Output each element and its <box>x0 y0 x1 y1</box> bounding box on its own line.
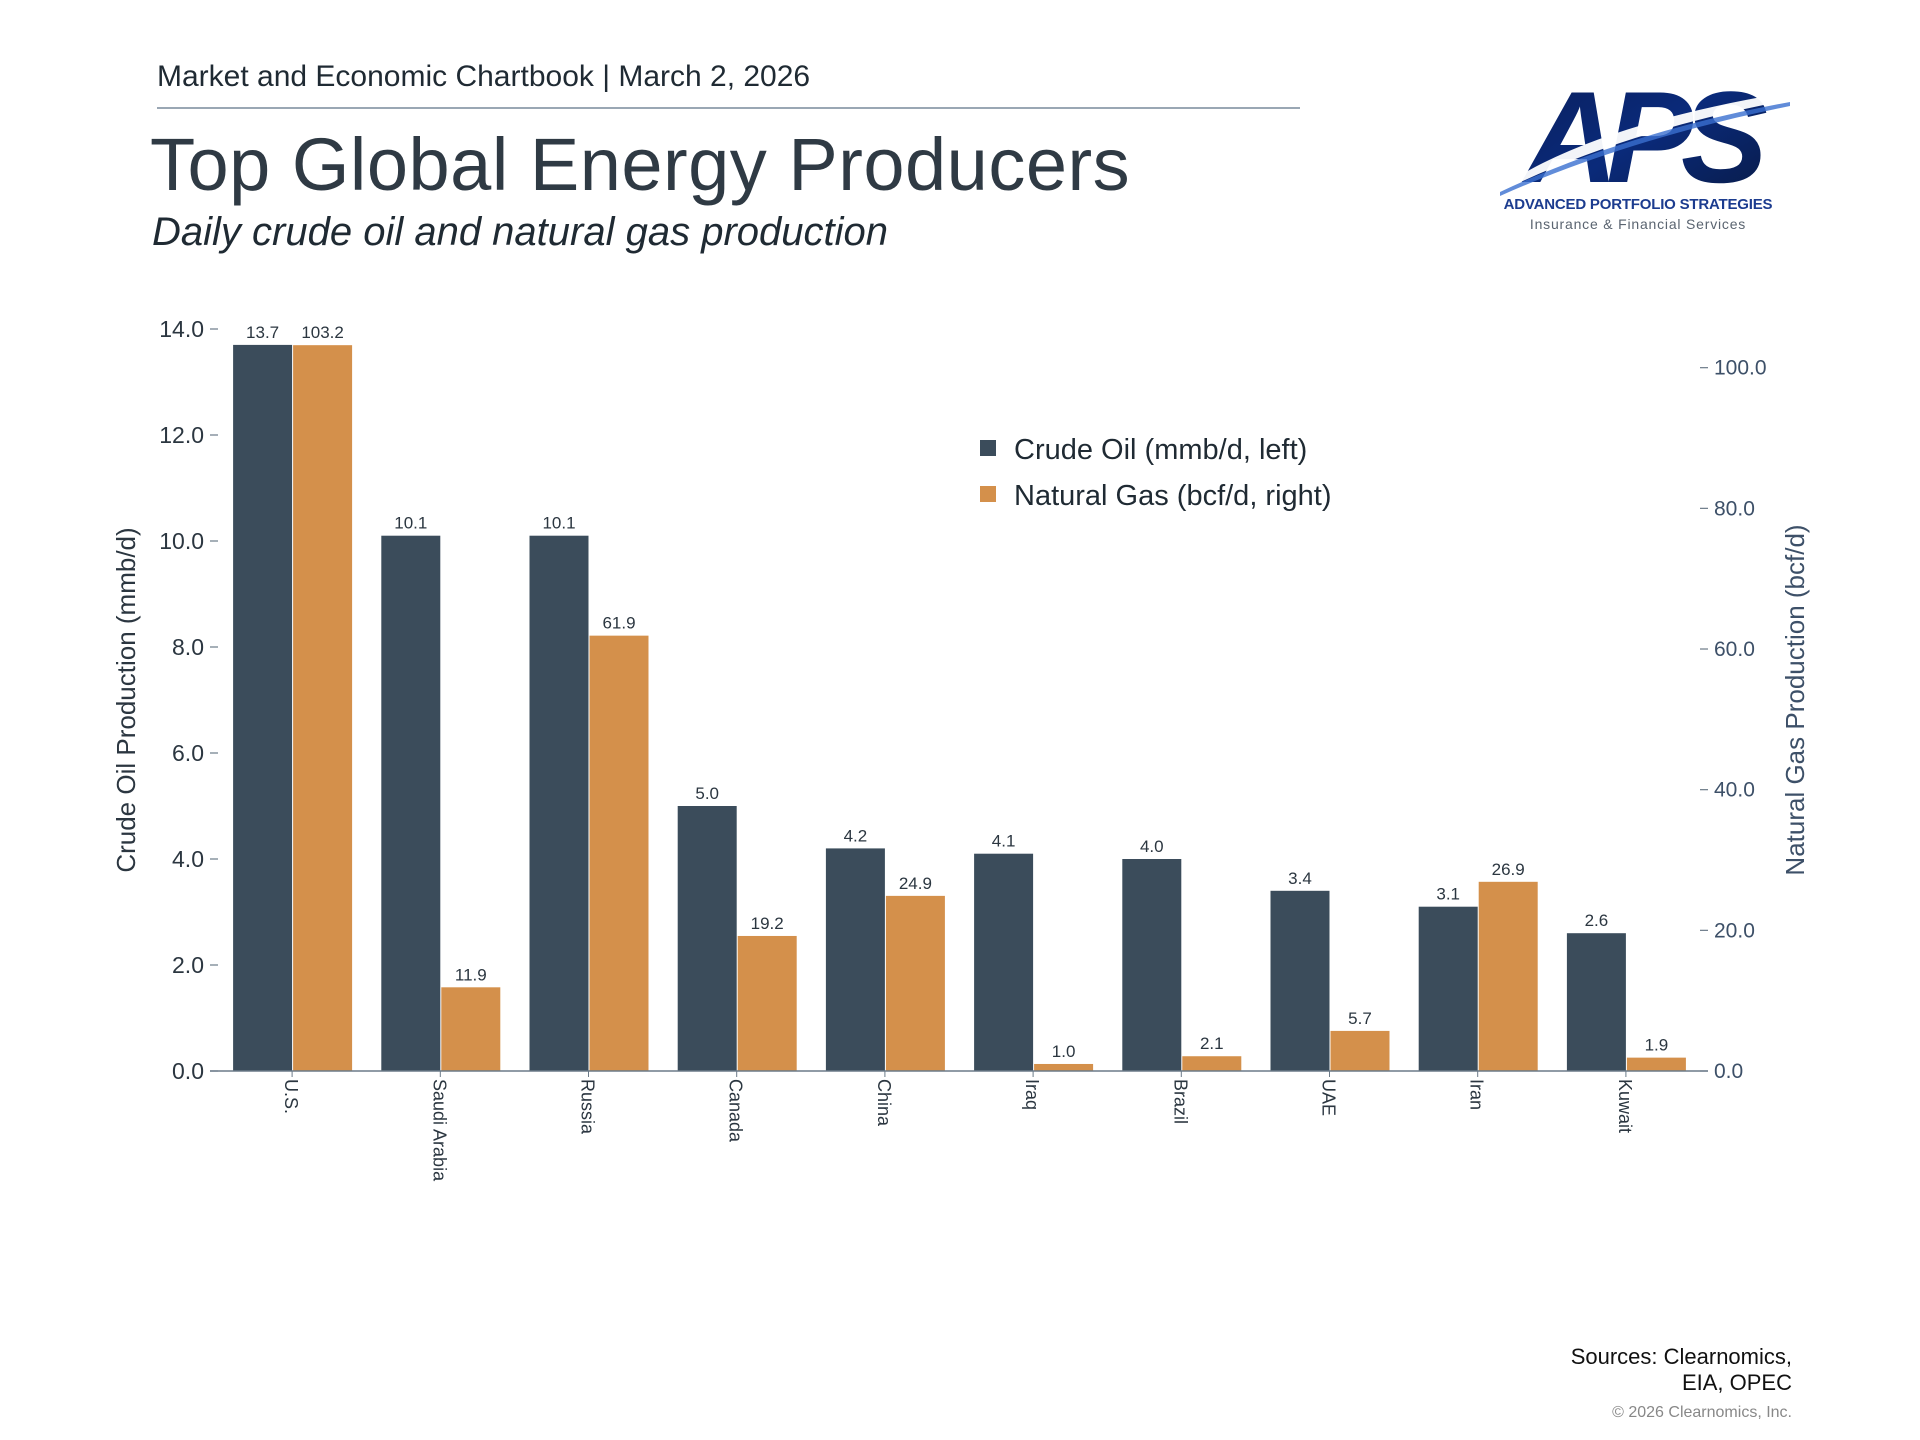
bar-crude-oil <box>381 535 441 1071</box>
bar-value-labels: 13.7 103.2 10.1 11.9 10.1 61.9 5.0 19.2 4.2 24.9 4… <box>246 323 1668 1061</box>
company-logo: APS <box>1500 70 1790 210</box>
category-labels: U.S. Saudi Arabia Russia Canada China Iraq Bra… <box>281 1071 1635 1182</box>
legend: Crude Oil (mmb/d, left) Natural Gas (bcf… <box>980 434 1332 512</box>
left-tick-label: 6.0 <box>172 740 204 766</box>
bar-label-crude-oil: 10.1 <box>394 514 427 533</box>
right-tick-label: 0.0 <box>1714 1060 1743 1083</box>
category-label: China <box>874 1079 894 1127</box>
header-divider <box>157 107 1300 109</box>
category-label: Brazil <box>1170 1079 1190 1124</box>
bar-label-crude-oil: 4.2 <box>844 826 868 845</box>
bar-label-crude-oil: 10.1 <box>542 514 575 533</box>
logo-tagline: Insurance & Financial Services <box>1529 216 1747 232</box>
bar-label-crude-oil: 4.0 <box>1140 837 1164 856</box>
bars <box>233 344 1686 1072</box>
legend-swatch-natural-gas <box>980 486 996 502</box>
bar-natural-gas <box>441 987 501 1071</box>
bar-natural-gas <box>1034 1063 1094 1071</box>
left-tick-label: 12.0 <box>159 422 204 448</box>
category-label: Iraq <box>1022 1079 1042 1110</box>
chartbook-header: Market and Economic Chartbook | March 2,… <box>157 60 811 93</box>
bar-natural-gas <box>1626 1057 1686 1071</box>
category-label: U.S. <box>281 1079 301 1114</box>
bar-label-natural-gas: 61.9 <box>602 614 635 633</box>
bar-label-natural-gas: 19.2 <box>751 914 784 933</box>
bar-natural-gas <box>737 935 797 1071</box>
legend-swatch-crude-oil <box>980 440 996 456</box>
sources-line-1: Sources: Clearnomics, <box>1570 1344 1792 1369</box>
bar-natural-gas <box>1478 881 1538 1071</box>
bar-label-crude-oil: 13.7 <box>246 323 279 342</box>
left-tick-label: 2.0 <box>172 952 204 978</box>
left-tick-label: 10.0 <box>159 528 204 554</box>
left-tick-label: 8.0 <box>172 634 204 660</box>
right-tick-label: 100.0 <box>1714 357 1767 380</box>
bar-label-natural-gas: 2.1 <box>1200 1034 1224 1053</box>
bar-natural-gas <box>293 345 353 1072</box>
right-tick-label: 60.0 <box>1714 638 1755 661</box>
bar-natural-gas <box>1182 1056 1242 1071</box>
bar-label-crude-oil: 3.1 <box>1436 885 1460 904</box>
sources-note: Sources: Clearnomics, EIA, OPEC <box>1571 1344 1792 1396</box>
bar-natural-gas <box>885 895 945 1071</box>
logo-company-name: ADVANCED PORTFOLIO STRATEGIES <box>1503 196 1773 213</box>
bar-label-natural-gas: 5.7 <box>1348 1009 1372 1028</box>
legend-label-natural-gas: Natural Gas (bcf/d, right) <box>1014 480 1332 512</box>
left-tick-label: 14.0 <box>159 316 204 342</box>
bar-crude-oil <box>825 848 885 1071</box>
category-label: Iran <box>1467 1079 1487 1110</box>
category-label: Kuwait <box>1615 1079 1635 1133</box>
bar-label-crude-oil: 2.6 <box>1585 911 1609 930</box>
bar-crude-oil <box>677 806 737 1071</box>
right-tick-label: 20.0 <box>1714 919 1755 942</box>
left-tick-label: 0.0 <box>172 1058 204 1084</box>
sources-line-2: EIA, OPEC <box>1681 1370 1792 1395</box>
category-label: Canada <box>726 1079 746 1143</box>
page-title: Top Global Energy Producers <box>150 123 1131 206</box>
bar-natural-gas <box>589 635 649 1071</box>
bar-crude-oil <box>1418 906 1478 1071</box>
page-subtitle: Daily crude oil and natural gas producti… <box>152 210 888 254</box>
bar-label-natural-gas: 24.9 <box>899 874 932 893</box>
bar-label-crude-oil: 5.0 <box>695 784 719 803</box>
bar-label-crude-oil: 4.1 <box>992 832 1016 851</box>
legend-label-crude-oil: Crude Oil (mmb/d, left) <box>1014 434 1307 466</box>
left-axis-ticks: 0.0 2.0 4.0 6.0 8.0 10.0 12.0 14.0 <box>159 316 218 1084</box>
bar-crude-oil <box>1566 933 1626 1071</box>
bar-label-crude-oil: 3.4 <box>1288 869 1312 888</box>
right-axis-ticks: 0.0 20.0 40.0 60.0 80.0 100.0 <box>1700 357 1767 1083</box>
category-label: Russia <box>578 1079 598 1135</box>
right-axis-title: Natural Gas Production (bcf/d) <box>1780 524 1810 875</box>
category-label: Saudi Arabia <box>429 1079 449 1182</box>
bar-label-natural-gas: 11.9 <box>455 965 487 984</box>
bar-label-natural-gas: 26.9 <box>1492 860 1525 879</box>
bar-crude-oil <box>1270 890 1330 1071</box>
bar-label-natural-gas: 103.2 <box>301 323 344 342</box>
category-label: UAE <box>1319 1079 1339 1116</box>
right-tick-label: 80.0 <box>1714 497 1755 520</box>
bar-crude-oil <box>1122 859 1182 1071</box>
left-tick-label: 4.0 <box>172 846 204 872</box>
right-tick-label: 40.0 <box>1714 779 1755 802</box>
bar-crude-oil <box>233 344 293 1071</box>
left-axis-title: Crude Oil Production (mmb/d) <box>111 527 141 872</box>
bar-crude-oil <box>529 535 589 1071</box>
bar-crude-oil <box>974 853 1034 1071</box>
bar-natural-gas <box>1330 1030 1390 1071</box>
bar-label-natural-gas: 1.0 <box>1052 1042 1076 1061</box>
bar-label-natural-gas: 1.9 <box>1645 1036 1669 1055</box>
copyright-note: © 2026 Clearnomics, Inc. <box>1612 1404 1792 1421</box>
